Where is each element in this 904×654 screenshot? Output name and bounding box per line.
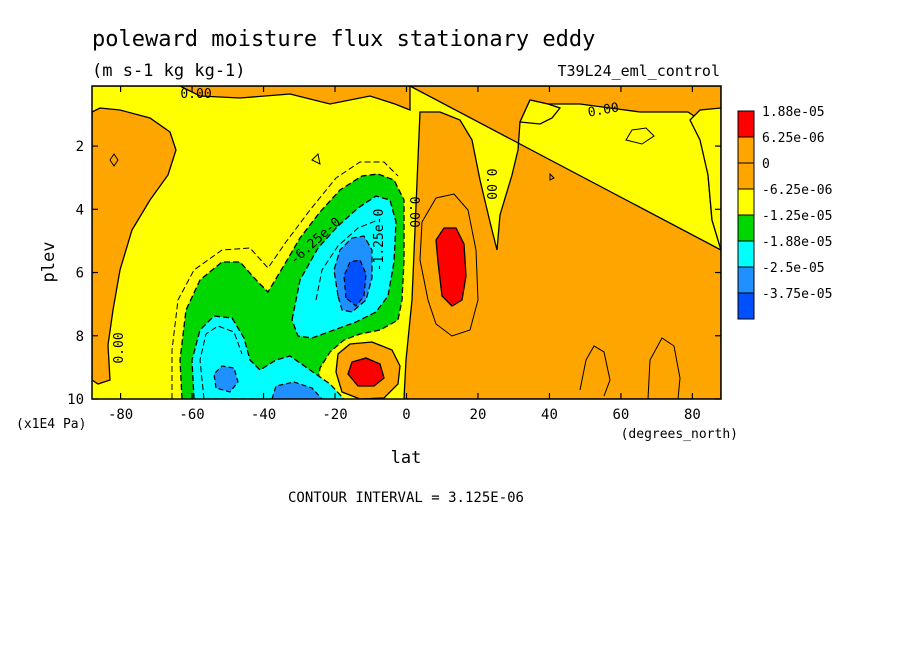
y-tick-label: 6 (76, 266, 84, 282)
x-tick-label: 60 (613, 407, 630, 423)
x-tick-label: 40 (541, 407, 558, 423)
field-red-core-sh (347, 357, 385, 387)
legend-swatch (737, 162, 755, 190)
contour-label: 0.00 (112, 332, 127, 363)
contour-line-nh-4 (625, 127, 655, 145)
legend-swatch (737, 110, 755, 138)
x-axis-label: lat (391, 448, 422, 468)
x-tick-label: 20 (470, 407, 487, 423)
contour-line-neg-2 (199, 325, 243, 399)
field-yellow-nh-top (519, 99, 562, 125)
contour-label: 0.00 (587, 100, 620, 120)
legend-swatch (737, 240, 755, 268)
contour-line-nh-2 (579, 345, 611, 397)
legend-swatch (737, 292, 755, 320)
y-axis-label: plev (39, 242, 59, 283)
legend-label: 0 (762, 157, 770, 172)
field-orange-sh (92, 107, 177, 385)
contour-interval: CONTOUR INTERVAL = 3.125E-06 (288, 490, 524, 506)
legend: 1.88e-05 6.25e-06 0 -6.25e-06 -1.25e-05 -1.88… (737, 105, 832, 320)
contour-line-sh-small-2 (311, 152, 321, 165)
x-tick-label: 80 (684, 407, 701, 423)
y-axis: 2 4 6 8 10 (67, 139, 721, 408)
legend-label: -1.88e-05 (762, 235, 832, 250)
chart-units: (m s-1 kg kg-1) (92, 61, 246, 81)
x-tick-label: -60 (179, 407, 204, 423)
y-tick-label: 10 (67, 392, 84, 408)
legend-swatch (737, 214, 755, 242)
contour-line-neg-3 (315, 219, 379, 301)
contour-line-sh-small (109, 153, 119, 167)
field-orange-top (92, 86, 411, 111)
field-blue-core-2 (343, 259, 367, 307)
contour-label: 0.00 (406, 196, 421, 227)
x-tick-label: -80 (108, 407, 133, 423)
contour-line-nh-3 (647, 337, 681, 399)
legend-label: -6.25e-06 (762, 183, 832, 198)
legend-swatch (737, 188, 755, 216)
legend-label: 1.88e-05 (762, 105, 825, 120)
x-axis: -80 -60 -40 -20 0 20 40 60 80 (108, 86, 701, 423)
contour-label: 0.00 (180, 87, 211, 102)
legend-label: -2.5e-05 (762, 261, 825, 276)
contour-line-neg-1 (171, 161, 399, 399)
contour-line-nh-dot (549, 172, 555, 181)
chart-title: poleward moisture flux stationary eddy (92, 27, 595, 52)
legend-label: -3.75e-05 (762, 287, 832, 302)
field-blue-core-4 (271, 381, 323, 399)
x-tick-label: 0 (402, 407, 410, 423)
contour-line-nh-1 (419, 193, 479, 337)
x-tick-label: -40 (251, 407, 276, 423)
field-yellow-nh-right (689, 107, 721, 251)
contour-field (92, 86, 721, 399)
field-blue-core-3 (213, 365, 239, 393)
y-tick-label: 4 (76, 202, 84, 218)
contour-label: 0.00 (483, 168, 498, 199)
x-axis-units: (degrees_north) (621, 427, 738, 442)
y-tick-label: 8 (76, 329, 84, 345)
contour-label: -1.25e-0 (372, 209, 387, 272)
legend-label: -1.25e-05 (762, 209, 832, 224)
run-label: T39L24_eml_control (557, 62, 720, 80)
legend-swatch (737, 136, 755, 164)
legend-label: 6.25e-06 (762, 131, 825, 146)
legend-swatch (737, 266, 755, 294)
field-red-core-nh (435, 227, 467, 307)
y-tick-label: 2 (76, 139, 84, 155)
y-axis-units: (x1E4 Pa) (16, 417, 86, 432)
x-tick-label: -20 (322, 407, 347, 423)
